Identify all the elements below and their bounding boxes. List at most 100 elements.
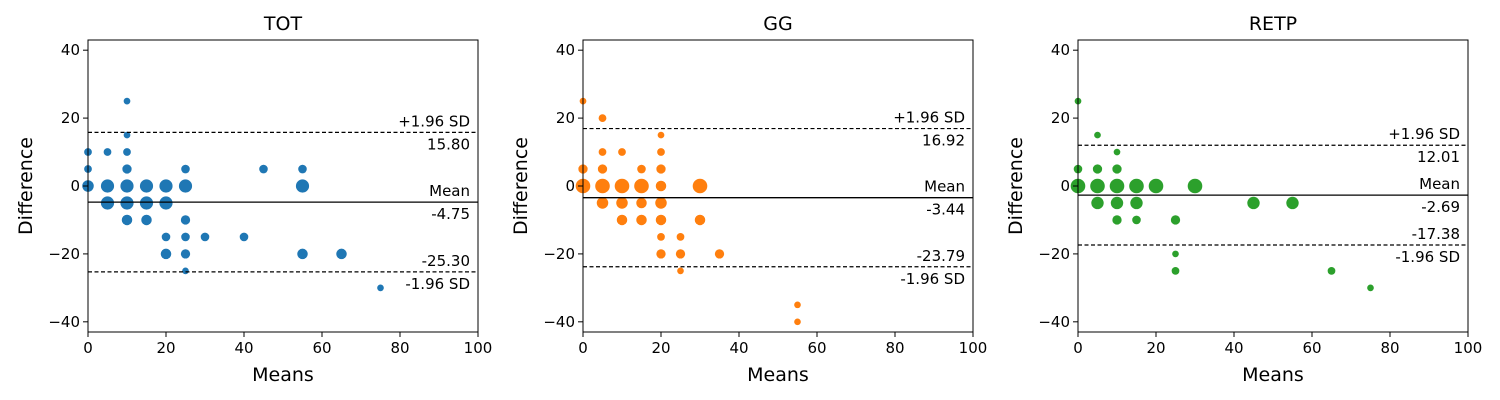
x-tick-label: 60 (312, 339, 331, 357)
data-point (160, 248, 172, 260)
data-point (1132, 215, 1141, 225)
data-point (1367, 284, 1374, 292)
data-point (295, 179, 310, 193)
data-point (655, 197, 667, 209)
y-tick-label: −40 (543, 313, 575, 331)
y-tick-label: 20 (556, 109, 575, 127)
upper-loa-label: +1.96 SD (1388, 125, 1460, 143)
x-tick-label: 0 (83, 339, 93, 357)
data-point (1130, 196, 1143, 210)
data-point (120, 179, 134, 193)
y-tick-label: 20 (61, 109, 80, 127)
lower-loa-value: -25.30 (422, 252, 470, 270)
data-point (675, 249, 686, 259)
y-tick-label: 40 (556, 41, 575, 59)
data-point (1092, 164, 1103, 174)
data-point (103, 148, 112, 156)
data-point (178, 179, 193, 193)
data-point (123, 97, 131, 105)
data-point (595, 178, 610, 194)
x-tick-label: 60 (1302, 339, 1321, 357)
data-point (636, 214, 647, 226)
data-point (121, 214, 133, 226)
x-tick-label: 0 (1073, 339, 1083, 357)
x-axis-label: Means (252, 364, 314, 386)
data-point (1094, 131, 1101, 139)
data-point (239, 232, 249, 242)
mean-label: Mean (429, 182, 470, 200)
data-point (180, 249, 191, 259)
x-tick-label: 20 (1146, 339, 1165, 357)
y-axis-label: Difference (510, 137, 532, 235)
data-point (122, 164, 132, 174)
x-tick-label: 60 (807, 339, 826, 357)
y-tick-label: 20 (1051, 109, 1070, 127)
data-point (598, 114, 607, 122)
lower-loa-value: -23.79 (917, 247, 965, 265)
upper-loa-label: +1.96 SD (398, 112, 470, 130)
chart-title: TOT (263, 13, 303, 35)
data-point (139, 179, 154, 193)
y-tick-label: −40 (1038, 313, 1070, 331)
data-point (637, 164, 646, 174)
x-tick-label: 80 (885, 339, 904, 357)
y-axis-label: Difference (15, 137, 37, 235)
x-tick-label: 40 (1224, 339, 1243, 357)
data-point (181, 164, 190, 174)
data-point (180, 215, 191, 225)
data-point (100, 196, 115, 210)
data-point (618, 148, 626, 156)
data-point (656, 164, 666, 174)
upper-loa-value: 15.80 (427, 135, 470, 153)
data-point (161, 232, 171, 242)
data-point (598, 148, 607, 156)
data-point (1112, 164, 1122, 174)
data-point (1187, 178, 1203, 194)
data-point (1286, 196, 1299, 210)
lower-loa-label: -1.96 SD (405, 275, 470, 293)
data-point (181, 232, 190, 242)
data-point (596, 197, 609, 209)
data-point (677, 267, 684, 275)
data-point (298, 164, 307, 174)
data-point (200, 232, 210, 242)
upper-loa-value: 16.92 (922, 132, 965, 150)
y-tick-label: 40 (1051, 41, 1070, 59)
data-point (1090, 178, 1105, 194)
data-point (1109, 178, 1125, 194)
data-point (794, 301, 801, 309)
y-tick-label: 0 (70, 177, 80, 195)
data-point (120, 196, 134, 210)
data-point (1171, 267, 1180, 275)
data-point (656, 249, 666, 259)
data-point (655, 180, 667, 192)
chart-title: GG (763, 13, 792, 35)
x-tick-label: 40 (234, 339, 253, 357)
data-point (377, 284, 384, 292)
y-tick-label: −40 (48, 313, 80, 331)
data-point (636, 197, 647, 209)
y-tick-label: −20 (1038, 245, 1070, 263)
data-point (614, 178, 630, 194)
chart-panel-gg: GG +1.96 SD 16.92 Mean -3.44 -23.79 -1.96 SD 0 2… (510, 13, 987, 386)
data-point (616, 197, 628, 209)
data-point (657, 233, 665, 241)
x-tick-label: 20 (156, 339, 175, 357)
x-tick-label: 100 (959, 339, 988, 357)
mean-value: -2.69 (1421, 198, 1460, 216)
mean-value: -3.44 (926, 201, 965, 219)
data-point (657, 131, 665, 139)
data-point (714, 249, 725, 259)
data-point (123, 148, 131, 156)
data-point (123, 131, 131, 139)
data-point (1112, 215, 1122, 225)
data-point (616, 214, 628, 226)
data-point (159, 179, 173, 193)
data-point (657, 148, 665, 156)
upper-loa-label: +1.96 SD (893, 109, 965, 127)
data-point (1110, 196, 1124, 210)
y-tick-label: −20 (48, 245, 80, 263)
data-point (597, 164, 608, 174)
data-point (1091, 196, 1104, 210)
